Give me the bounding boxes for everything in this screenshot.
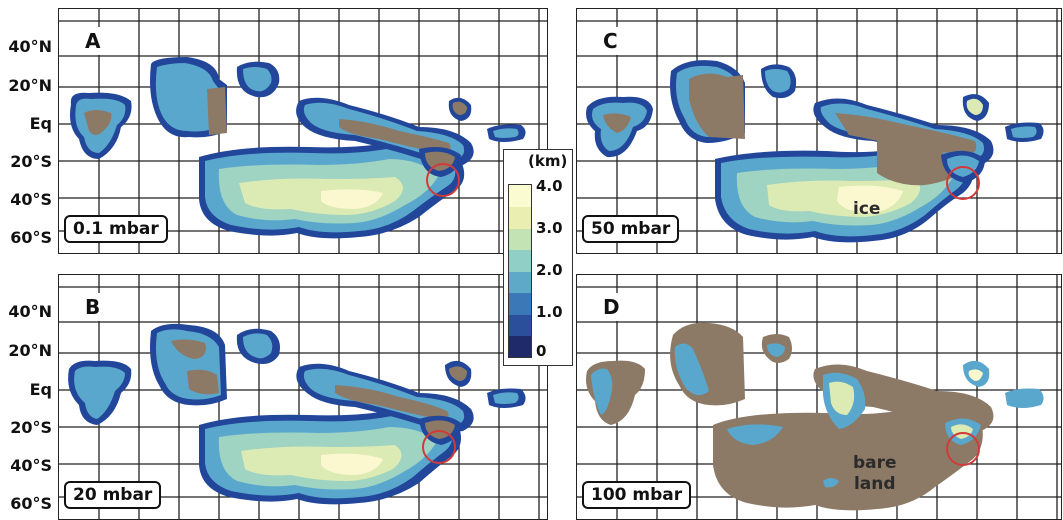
colorbar-swatch-7 [509, 315, 531, 336]
lat-label-20s-top: 20°S [10, 152, 52, 171]
colorbar-tick-2: 2.0 [536, 261, 563, 279]
colorbar-tick-1: 1.0 [536, 303, 563, 321]
map-panel-a: A 0.1 mbar [58, 8, 548, 254]
map-panel-a-canvas [59, 9, 547, 253]
lat-label-40s-top: 40°S [10, 190, 52, 209]
pressure-label-a: 0.1 mbar [64, 215, 168, 243]
lat-label-eq-bottom: Eq [29, 380, 52, 399]
lat-label-20n-top: 20°N [8, 76, 52, 95]
marker-circle [422, 430, 456, 464]
map-panel-c: C 50 mbar ice [576, 8, 1062, 254]
lat-label-40n-bottom: 40°N [8, 302, 52, 321]
pressure-label-c: 50 mbar [582, 215, 680, 243]
annotation-land: land [853, 474, 896, 494]
colorbar-swatch-2 [509, 207, 531, 229]
lat-label-40s-bottom: 40°S [10, 456, 52, 475]
panel-letter-a: A [71, 27, 119, 55]
pressure-label-b: 20 mbar [64, 481, 162, 509]
lat-label-20n-bottom: 20°N [8, 341, 52, 360]
colorbar-swatch-8 [509, 336, 531, 357]
ice-and-land [70, 57, 526, 239]
map-panel-b-canvas [59, 275, 547, 519]
annotation-bare: bare [853, 453, 897, 473]
map-panel-c-canvas [577, 9, 1061, 253]
annotation-bare-land: bare land [853, 453, 897, 495]
ice-and-land [68, 323, 526, 505]
colorbar-tick-3: 3.0 [536, 219, 563, 237]
lat-label-60s-top: 60°S [10, 228, 52, 247]
lat-label-eq-top: Eq [29, 114, 52, 133]
colorbar-swatch-3 [509, 229, 531, 250]
ice-and-land [586, 60, 1044, 243]
map-panel-d: D 100 mbar bare land [576, 274, 1062, 520]
colorbar-swatch-5 [509, 272, 531, 293]
panel-letter-d: D [589, 293, 638, 321]
colorbar-legend: (km) 4.0 3.0 2.0 1.0 0 [503, 149, 573, 366]
marker-circle [946, 166, 980, 200]
colorbar-swatch-4 [509, 250, 531, 272]
lat-label-60s-bottom: 60°S [10, 494, 52, 513]
colorbar-tick-4: 4.0 [536, 177, 563, 195]
colorbar-swatch-6 [509, 293, 531, 315]
colorbar-unit: (km) [528, 152, 568, 170]
lat-label-40n-top: 40°N [8, 37, 52, 56]
panel-letter-b: B [71, 293, 119, 321]
annotation-ice: ice [853, 199, 881, 219]
colorbar-swatches [508, 184, 532, 358]
marker-circle [946, 432, 980, 466]
lat-label-20s-bottom: 20°S [10, 418, 52, 437]
panel-letter-c: C [589, 27, 636, 55]
ice-and-land [586, 322, 1044, 511]
colorbar-tick-0: 0 [536, 342, 547, 360]
map-panel-d-canvas [577, 275, 1061, 519]
pressure-label-d: 100 mbar [582, 481, 692, 509]
colorbar-swatch-1 [509, 185, 531, 207]
marker-circle [426, 163, 460, 197]
map-panel-b: B 20 mbar [58, 274, 548, 520]
